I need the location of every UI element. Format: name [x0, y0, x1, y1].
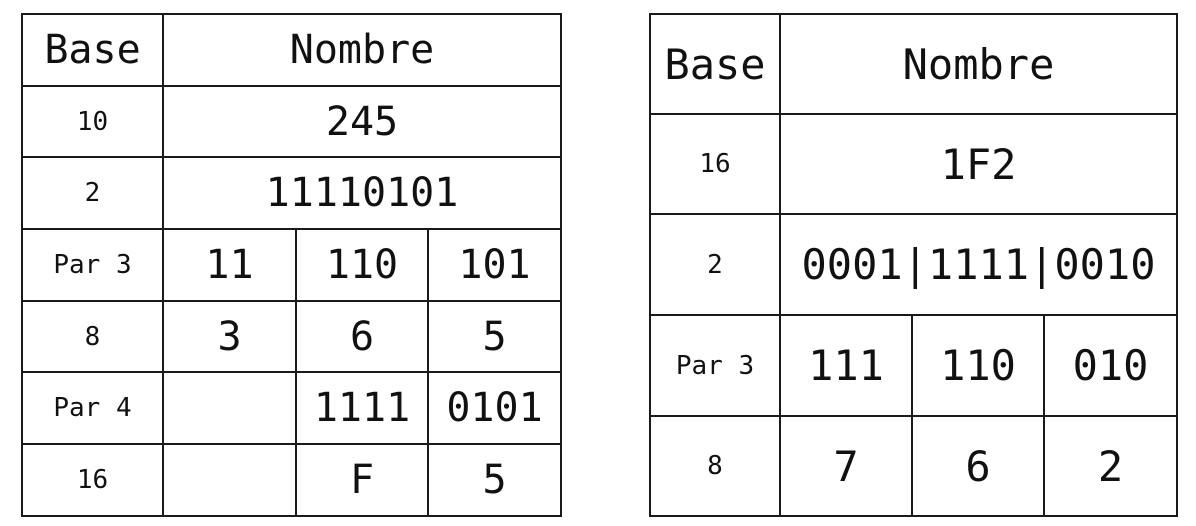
conversion-table-base16: Base Nombre 16 1F2 2 0001|1111|0010 Par …: [649, 13, 1179, 517]
row-cell: F: [295, 443, 429, 517]
header-base: Base: [649, 13, 781, 115]
row-base-label: 10: [21, 85, 164, 158]
header-nombre: Nombre: [778, 13, 1179, 115]
table-row: 10 245: [21, 85, 563, 158]
row-cell: 0101: [426, 371, 563, 445]
row-base-label: 16: [649, 113, 781, 215]
row-cell: 111: [779, 314, 913, 417]
row-cell: 6: [295, 300, 429, 373]
table-row: 16 F 5: [21, 443, 563, 517]
row-cell: 101: [426, 228, 563, 302]
row-cell: [162, 443, 297, 517]
row-cell: 1111: [295, 371, 429, 445]
table-row: 2 0001|1111|0010: [649, 213, 1179, 316]
row-base-label: Par 3: [649, 314, 781, 417]
row-cell: 110: [911, 314, 1045, 417]
row-cell: 6: [911, 415, 1045, 517]
row-cell: [162, 371, 297, 445]
row-base-label: Par 4: [21, 371, 164, 445]
row-base-label: Par 3: [21, 228, 164, 302]
table-header-row: Base Nombre: [649, 13, 1179, 115]
row-cell: 7: [779, 415, 913, 517]
row-value: 1F2: [778, 113, 1179, 215]
table-row: 16 1F2: [649, 113, 1179, 215]
table-row: 2 11110101: [21, 156, 563, 230]
table-row: 8 7 6 2: [649, 415, 1179, 517]
row-cell: 010: [1042, 314, 1179, 417]
conversion-table-base10: Base Nombre 10 245 2 11110101 Par 3 11 1…: [21, 13, 563, 517]
table-row: Par 3 11 110 101: [21, 228, 563, 302]
row-cell: 11: [162, 228, 297, 302]
row-base-label: 2: [21, 156, 164, 230]
table-row: 8 3 6 5: [21, 300, 563, 373]
table-header-row: Base Nombre: [21, 13, 563, 87]
row-base-label: 8: [649, 415, 781, 517]
table-row: Par 3 111 110 010: [649, 314, 1179, 417]
table-row: Par 4 1111 0101: [21, 371, 563, 445]
row-value: 11110101: [161, 156, 563, 230]
row-base-label: 8: [21, 300, 164, 373]
row-value: 0001|1111|0010: [778, 213, 1179, 316]
row-value: 245: [161, 85, 563, 158]
header-nombre: Nombre: [161, 13, 563, 87]
row-cell: 2: [1042, 415, 1179, 517]
row-cell: 5: [426, 300, 563, 373]
row-cell: 110: [295, 228, 429, 302]
row-cell: 3: [162, 300, 297, 373]
row-cell: 5: [426, 443, 563, 517]
row-base-label: 2: [649, 213, 781, 316]
row-base-label: 16: [21, 443, 164, 517]
header-base: Base: [21, 13, 164, 87]
